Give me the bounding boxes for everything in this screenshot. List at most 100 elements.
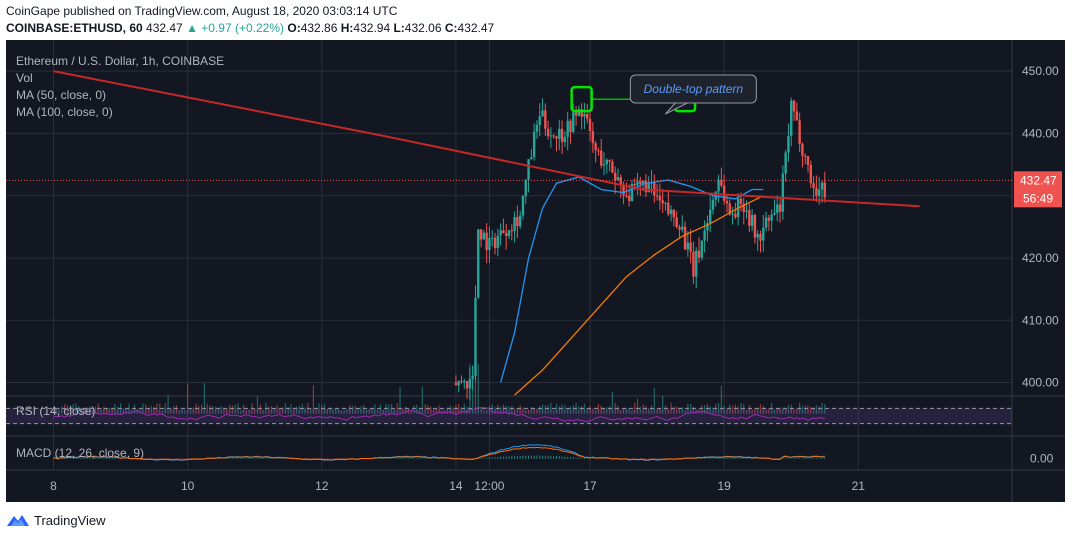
macd-histogram-bar xyxy=(388,458,390,459)
candle-body xyxy=(781,173,785,212)
volume-bar xyxy=(505,405,507,414)
volume-bar xyxy=(122,408,124,414)
macd-histogram-bar xyxy=(106,458,108,459)
macd-histogram-bar xyxy=(712,457,714,459)
volume-bar xyxy=(111,408,113,414)
candle-body xyxy=(538,116,541,125)
volume-bar xyxy=(103,406,105,414)
candle-body xyxy=(591,131,595,144)
volume-bar xyxy=(178,410,180,414)
volume-bar xyxy=(547,404,549,414)
macd-histogram-bar xyxy=(662,458,664,460)
volume-bar xyxy=(572,405,574,414)
chart-background xyxy=(6,40,1065,502)
volume-bar xyxy=(94,406,97,414)
volume-bar xyxy=(796,409,798,414)
volume-bar xyxy=(382,409,384,414)
macd-histogram-bar xyxy=(706,458,708,459)
macd-histogram-bar xyxy=(483,457,485,459)
volume-bar xyxy=(525,410,527,414)
volume-bar xyxy=(170,408,172,414)
macd-histogram-bar xyxy=(55,458,57,459)
macd-histogram-bar xyxy=(248,458,250,459)
macd-histogram-bar xyxy=(536,455,538,459)
legend-vol[interactable]: Vol xyxy=(16,71,33,85)
macd-histogram-bar xyxy=(223,458,225,459)
candle-body xyxy=(468,378,472,389)
macd-histogram-bar xyxy=(220,458,222,459)
macd-histogram-bar xyxy=(810,457,812,459)
volume-bar xyxy=(729,404,731,414)
macd-histogram-bar xyxy=(801,457,803,459)
macd-histogram-bar xyxy=(321,458,323,460)
volume-bar xyxy=(418,407,421,414)
volume-bar xyxy=(502,404,505,414)
macd-histogram-bar xyxy=(715,458,717,459)
volume-bar xyxy=(245,409,247,414)
legend-ma50[interactable]: MA (50, close, 0) xyxy=(16,88,107,102)
volume-bar xyxy=(801,405,804,414)
annotation-text: Double-top pattern xyxy=(644,82,744,96)
volume-bar xyxy=(432,409,435,414)
candle-body xyxy=(602,164,606,166)
legend-ma100[interactable]: MA (100, close, 0) xyxy=(16,105,113,119)
volume-bar xyxy=(332,408,334,414)
candle-body xyxy=(767,217,771,221)
macd-histogram-bar xyxy=(497,456,499,459)
macd-histogram-bar xyxy=(500,456,502,459)
volume-bar xyxy=(519,405,521,414)
macd-histogram-bar xyxy=(332,458,334,460)
macd-histogram-bar xyxy=(184,458,186,460)
macd-histogram-bar xyxy=(746,458,748,459)
macd-histogram-bar xyxy=(83,457,85,459)
macd-histogram-bar xyxy=(164,458,166,460)
candle-body xyxy=(541,110,544,117)
macd-histogram-bar xyxy=(410,458,412,459)
candle-body xyxy=(809,164,812,184)
legend-macd[interactable]: MACD (12, 26, close, 9) xyxy=(16,446,145,460)
macd-histogram-bar xyxy=(533,455,535,459)
candle-body xyxy=(627,195,631,202)
volume-bar xyxy=(83,408,85,414)
macd-histogram-bar xyxy=(709,458,711,459)
volume-bar xyxy=(656,409,658,414)
candle-body xyxy=(801,143,804,156)
volume-bar xyxy=(346,409,348,414)
macd-histogram-bar xyxy=(402,458,404,459)
macd-histogram-bar xyxy=(405,457,407,459)
macd-histogram-bar xyxy=(108,458,110,459)
macd-tick-label: 0.00 xyxy=(1030,451,1054,465)
volume-bar xyxy=(785,408,787,414)
macd-histogram-bar xyxy=(103,457,105,459)
volume-bar xyxy=(815,405,817,414)
macd-histogram-bar xyxy=(72,458,74,459)
candle-body xyxy=(457,380,460,386)
x-tick-label: 12:00 xyxy=(474,479,504,493)
macd-histogram-bar xyxy=(813,457,815,459)
volume-bar xyxy=(676,406,678,414)
macd-histogram-bar xyxy=(572,457,574,459)
volume-bar xyxy=(491,404,493,414)
volume-bar xyxy=(639,406,641,414)
legend-rsi[interactable]: RSI (14, close) xyxy=(16,404,96,418)
volume-bar xyxy=(458,403,460,414)
candle-body xyxy=(703,230,706,241)
macd-histogram-bar xyxy=(329,458,331,460)
macd-histogram-bar xyxy=(486,457,488,459)
macd-histogram-bar xyxy=(251,458,253,459)
ohlc-label: L: xyxy=(393,21,405,35)
macd-histogram-bar xyxy=(547,455,549,459)
macd-histogram-bar xyxy=(273,458,275,459)
volume-bar xyxy=(139,409,141,414)
candle-body xyxy=(530,157,533,160)
volume-bar xyxy=(315,408,317,414)
chart-area[interactable]: 400.00410.00420.00430.00440.00450.008101… xyxy=(6,40,1065,502)
candle-body xyxy=(491,237,494,239)
macd-histogram-bar xyxy=(639,458,641,460)
volume-bar xyxy=(231,405,233,414)
volume-bar xyxy=(609,406,611,414)
price-chart-svg[interactable]: 400.00410.00420.00430.00440.00450.008101… xyxy=(6,40,1065,502)
macd-histogram-bar xyxy=(821,458,823,459)
volume-bar xyxy=(72,404,74,414)
macd-histogram-bar xyxy=(276,458,278,459)
